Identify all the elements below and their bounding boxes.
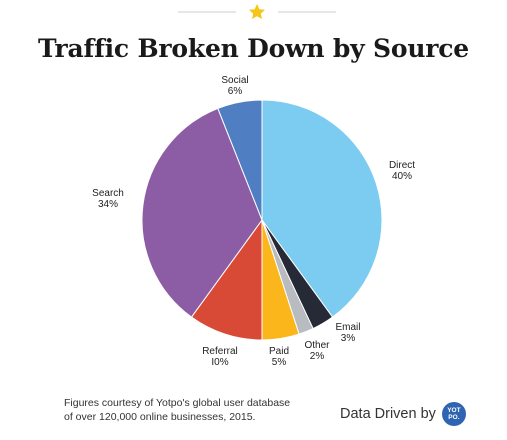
slice-label-direct: Direct — [389, 160, 415, 171]
chart-title: Traffic Broken Down by Source — [37, 34, 470, 63]
pie-slices — [141, 99, 383, 341]
pie-slice-direct — [261, 99, 383, 318]
slice-label-search: Search — [92, 188, 124, 199]
yotpo-logo: YOT PO. — [441, 402, 466, 426]
slice-value-email: 3% — [341, 333, 356, 344]
slice-value-search: 34% — [98, 199, 118, 210]
slice-value-direct: 40% — [392, 171, 412, 182]
source-note-line-1: Figures courtesy of Yotpo's global user … — [64, 397, 291, 409]
slice-label-other: Other — [304, 340, 330, 351]
pie-slice-referral — [190, 218, 263, 341]
slice-label-paid: Paid — [269, 346, 289, 357]
star-icon — [249, 4, 265, 19]
pie-slice-search — [141, 107, 263, 318]
slice-label-email: Email — [335, 322, 360, 333]
source-note-line-2: of over 120,000 online businesses, 2015. — [64, 411, 256, 423]
yotpo-logo-line-1: YOT — [447, 407, 461, 414]
brand: Data Driven by YOT PO. — [340, 402, 466, 426]
yotpo-logo-line-2: PO. — [448, 414, 460, 421]
slice-value-social: 6% — [228, 86, 243, 97]
slice-label-referral: Referral — [202, 346, 238, 357]
slice-value-referral: I0% — [211, 357, 228, 368]
source-note: Figures courtesy of Yotpo's global user … — [64, 396, 334, 424]
slice-value-other: 2% — [310, 351, 325, 362]
pie-slice-social — [217, 99, 263, 221]
slice-label-social: Social — [221, 75, 248, 86]
brand-text: Data Driven by — [340, 406, 436, 422]
slice-value-paid: 5% — [272, 357, 287, 368]
header-decoration — [178, 4, 336, 19]
